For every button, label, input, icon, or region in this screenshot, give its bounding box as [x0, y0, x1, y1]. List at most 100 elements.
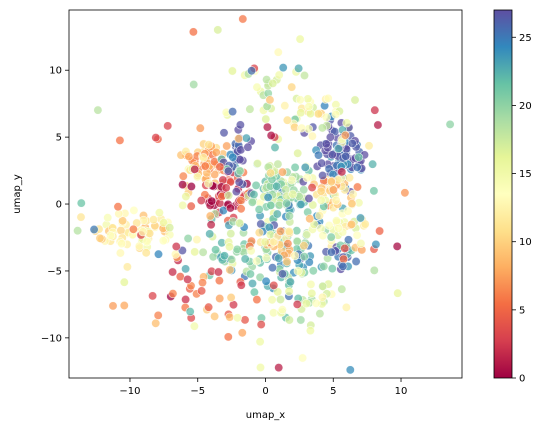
scatter-point: [352, 230, 362, 240]
scatter-point: [213, 25, 223, 35]
scatter-point: [151, 318, 161, 328]
scatter-point: [227, 255, 237, 265]
scatter-point: [113, 202, 123, 212]
scatter-point: [301, 298, 311, 308]
scatter-point: [89, 225, 99, 235]
scatter-point: [192, 172, 202, 182]
scatter-point: [159, 218, 169, 228]
scatter-point: [252, 295, 262, 305]
scatter-point: [115, 135, 125, 145]
scatter-point: [138, 227, 148, 237]
scatter-point: [295, 34, 305, 44]
scatter-point: [371, 239, 381, 249]
scatter-point: [261, 276, 271, 286]
scatter-point: [284, 286, 294, 296]
x-axis-ticks: −10 −5 0 5 10: [119, 378, 407, 397]
scatter-point: [350, 95, 360, 105]
scatter-point: [285, 277, 295, 287]
scatter-point: [249, 190, 259, 200]
scatter-point: [128, 224, 138, 234]
scatter-point: [116, 226, 126, 236]
scatter-point: [327, 264, 337, 274]
colorbar-tick-label: 15: [519, 169, 532, 180]
scatter-point: [331, 109, 341, 119]
scatter-point: [278, 63, 288, 73]
scatter-point: [375, 226, 385, 236]
scatter-point: [316, 186, 326, 196]
scatter-point: [299, 241, 309, 251]
scatter-point: [272, 209, 282, 219]
scatter-point: [260, 237, 270, 247]
scatter-point: [118, 216, 128, 226]
scatter-point: [360, 219, 370, 229]
scatter-point: [252, 82, 262, 92]
scatter-point: [122, 262, 132, 272]
scatter-point: [129, 205, 139, 215]
x-tick-label: 5: [330, 386, 336, 397]
scatter-point: [255, 337, 265, 347]
scatter-point: [340, 130, 350, 140]
scatter-point: [247, 197, 257, 207]
scatter-point: [233, 313, 243, 323]
scatter-point: [342, 118, 352, 128]
scatter-point: [237, 328, 247, 338]
scatter-point: [274, 363, 284, 373]
scatter-point: [266, 200, 276, 210]
scatter-point: [326, 247, 336, 257]
scatter-point: [236, 204, 246, 214]
scatter-point: [293, 266, 303, 276]
scatter-point: [211, 147, 221, 157]
scatter-point: [328, 185, 338, 195]
scatter-point: [317, 123, 327, 133]
colorbar: [493, 9, 513, 379]
scatter-point: [277, 305, 287, 315]
scatter-point: [267, 263, 277, 273]
scatter-point: [241, 133, 251, 143]
scatter-point: [185, 307, 195, 317]
scatter-point: [280, 101, 290, 111]
scatter-point: [192, 235, 202, 245]
scatter-point: [189, 321, 199, 331]
scatter-point: [225, 242, 235, 252]
y-axis-ticks: −10 −5 0 5 10: [41, 66, 69, 344]
scatter-point: [195, 123, 205, 133]
scatter-point: [284, 211, 294, 221]
colorbar-tick-label: 20: [519, 101, 532, 112]
scatter-point: [227, 66, 237, 76]
scatter-point: [168, 289, 178, 299]
scatter-point: [225, 312, 235, 322]
scatter-point: [272, 181, 282, 191]
scatter-point: [256, 319, 266, 329]
scatter-point: [248, 278, 258, 288]
scatter-point: [234, 134, 244, 144]
y-tick-label: −10: [41, 333, 62, 344]
x-tick-label: −5: [190, 386, 205, 397]
scatter-point: [261, 253, 271, 263]
scatter-point: [326, 232, 336, 242]
scatter-point: [284, 315, 294, 325]
scatter-point: [245, 269, 255, 279]
scatter-point: [253, 158, 263, 168]
scatter-point: [222, 141, 232, 151]
scatter-point: [108, 301, 118, 311]
scatter-point: [181, 294, 191, 304]
scatter-point: [302, 230, 312, 240]
scatter-point: [149, 215, 159, 225]
scatter-point: [392, 241, 402, 251]
scatter-point: [373, 120, 383, 130]
scatter-point: [200, 161, 210, 171]
scatter-point: [270, 143, 280, 153]
scatter-point: [247, 66, 257, 76]
scatter-point: [304, 194, 314, 204]
scatter-point: [224, 191, 234, 201]
scatter-point: [368, 159, 378, 169]
scatter-point: [341, 302, 351, 312]
scatter-point: [215, 293, 225, 303]
scatter-point: [148, 291, 158, 301]
scatter-point: [305, 326, 315, 336]
scatter-point: [103, 213, 113, 223]
scatter-point: [221, 183, 231, 193]
scatter-point: [344, 173, 354, 183]
scatter-point: [76, 212, 86, 222]
scatter-point: [254, 228, 264, 238]
